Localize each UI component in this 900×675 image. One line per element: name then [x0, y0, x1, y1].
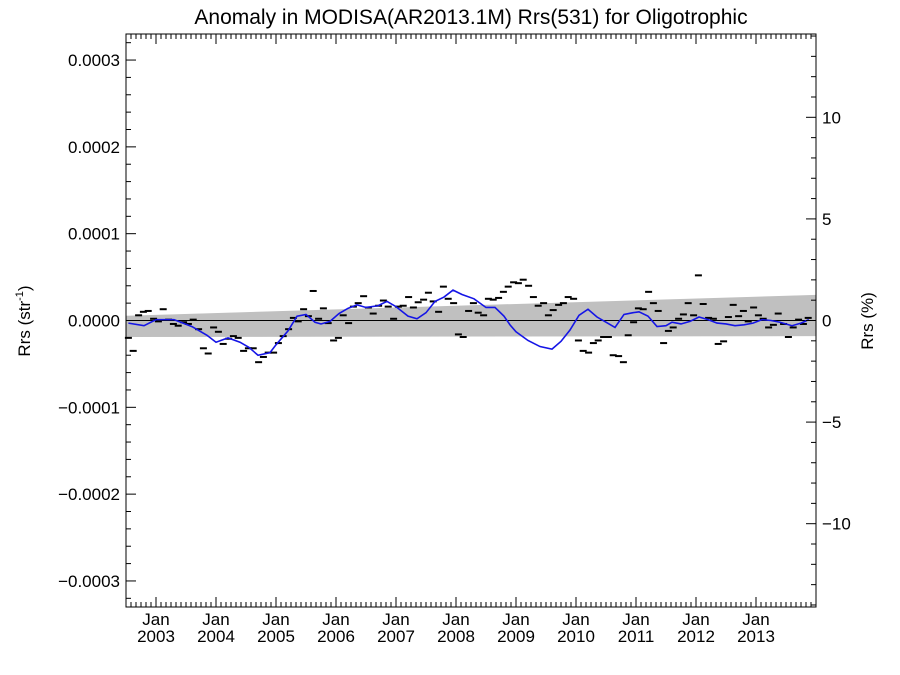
x-tick-month: Jan — [322, 610, 349, 629]
x-tick-year: 2008 — [437, 627, 475, 646]
y-tick-label: −0.0003 — [58, 572, 120, 591]
y-tick-label: −0.0002 — [58, 485, 120, 504]
left-y-axis: 0.0003 0.0002 0.0001 0.0000 −0.0001 −0.0002 −0… — [58, 42, 136, 599]
x-tick-year: 2004 — [197, 627, 235, 646]
monthly-anomaly-marks — [124, 274, 812, 364]
x-tick-year: 2007 — [377, 627, 415, 646]
right-y-axis: 10 5 0 −5 −10 — [806, 35, 851, 606]
right-y-tick-label: −10 — [822, 515, 851, 534]
x-tick-month: Jan — [262, 610, 289, 629]
right-y-tick-label: 0 — [822, 312, 831, 331]
x-tick-month: Jan — [742, 610, 769, 629]
x-tick-month: Jan — [682, 610, 709, 629]
y-tick-label: 0.0002 — [68, 138, 120, 157]
x-tick-month: Jan — [502, 610, 529, 629]
x-tick-year: 2013 — [737, 627, 775, 646]
chart-title: Anomaly in MODISA(AR2013.1M) Rrs(531) fo… — [194, 6, 747, 29]
y-tick-label: 0.0003 — [68, 51, 120, 70]
x-tick-year: 2005 — [257, 627, 295, 646]
right-y-tick-label: 5 — [822, 210, 831, 229]
x-tick-month: Jan — [622, 610, 649, 629]
x-tick-year: 2012 — [677, 627, 715, 646]
x-tick-month: Jan — [202, 610, 229, 629]
x-tick-month: Jan — [442, 610, 469, 629]
right-y-axis-label: Rrs (%) — [858, 292, 877, 350]
right-y-tick-label: −5 — [822, 413, 841, 432]
right-y-tick-label: 10 — [822, 108, 841, 127]
x-tick-year: 2003 — [137, 627, 175, 646]
x-tick-year: 2006 — [317, 627, 355, 646]
plot-area — [124, 274, 816, 364]
x-tick-month: Jan — [142, 610, 169, 629]
left-y-axis-label: Rrs (str-1) — [14, 285, 34, 356]
x-tick-month: Jan — [562, 610, 589, 629]
y-tick-label: 0.0001 — [68, 225, 120, 244]
x-tick-year: 2009 — [497, 627, 535, 646]
x-tick-year: 2011 — [618, 627, 655, 646]
trend-uncertainty-band — [126, 294, 816, 337]
y-tick-label: −0.0001 — [58, 398, 120, 417]
running-mean-line — [128, 289, 810, 357]
x-tick-month: Jan — [382, 610, 409, 629]
y-tick-label: 0.0000 — [68, 312, 120, 331]
x-tick-year: 2010 — [557, 627, 595, 646]
x-axis: Jan2003Jan2004Jan2005Jan2006Jan2007Jan20… — [130, 34, 812, 646]
